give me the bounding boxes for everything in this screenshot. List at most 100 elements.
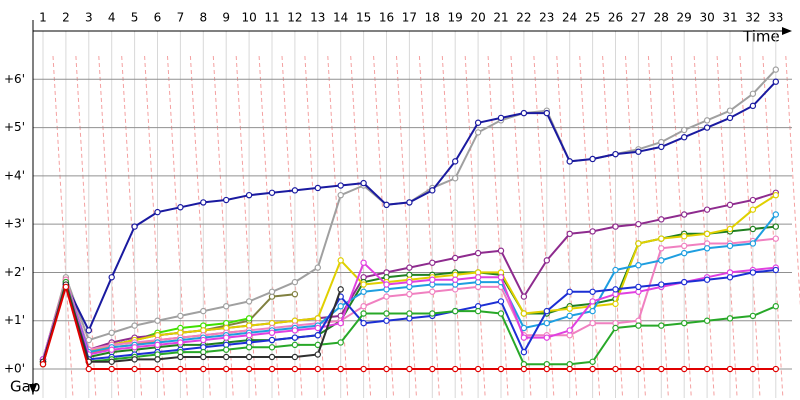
data-point [703,365,711,373]
data-point [429,259,436,266]
x-tick-label: 26 [608,11,623,25]
data-point [681,365,688,373]
x-tick-label: 23 [539,11,554,25]
y-axis-arrow [29,384,37,394]
lap-guide [441,55,463,399]
data-point [772,223,780,230]
data-point [108,346,115,353]
lap-guide [373,55,395,399]
x-tick-label: 17 [402,11,417,25]
data-point [703,276,711,283]
data-point [612,300,619,308]
data-point [658,235,665,242]
data-point [360,310,367,317]
data-point [474,249,482,257]
lap-guide [647,55,669,399]
data-point [635,262,642,269]
data-point [314,184,321,192]
data-point [658,365,665,373]
data-point [658,143,665,151]
data-point [703,124,711,131]
data-point [681,249,688,257]
data-point [726,225,734,233]
lap-guide [625,55,646,399]
data-point [543,334,551,341]
data-point [222,334,230,341]
data-point [474,119,482,126]
x-tick-label: 20 [470,11,485,25]
data-point [520,109,528,117]
lap-guide [716,55,738,399]
data-point [474,274,482,281]
data-point [749,206,757,213]
data-point [703,206,711,213]
data-point [337,319,344,327]
data-point [772,191,780,199]
lap-guide [487,55,509,399]
data-point [703,230,711,238]
lap-guide [189,55,211,399]
data-point [452,175,459,182]
data-point [681,319,688,327]
data-point [245,365,253,373]
lap-guide [510,55,532,399]
data-point [291,341,299,349]
data-point [703,245,711,252]
data-point [177,353,184,361]
data-point [520,324,528,332]
data-point [177,312,184,320]
data-point [268,365,276,373]
data-point [681,134,688,141]
lap-guide [556,55,578,399]
data-point [681,211,688,218]
data-point [429,187,436,194]
data-point [452,307,459,315]
lap-guide [579,55,601,399]
data-point [589,288,596,295]
data-point [39,360,47,368]
data-point [589,228,596,235]
data-point [589,358,596,365]
data-point [154,317,161,324]
data-point [772,365,780,373]
x-tick-label: 33 [768,11,783,25]
x-tick-label: 24 [562,11,577,25]
data-point [566,158,573,165]
data-point [406,365,413,373]
data-point [337,257,344,264]
data-point [703,317,711,324]
x-tick-label: 3 [85,11,93,25]
data-point [268,189,276,196]
data-point [291,278,299,286]
data-point [520,348,528,356]
lap-guide [281,55,303,399]
lap-guide [167,55,188,399]
data-point [566,365,573,373]
data-point [154,208,161,216]
lap-guide [533,55,555,399]
data-point [108,274,115,281]
x-tick-label: 15 [356,11,371,25]
data-point [520,334,528,341]
x-axis-arrow [782,27,792,35]
data-point [543,365,551,373]
data-point [222,303,230,310]
data-point [589,319,596,327]
data-point [406,290,413,298]
data-point [658,216,665,223]
data-point [360,303,367,310]
data-point [131,344,138,351]
x-tick-label: 31 [722,11,737,25]
data-point [337,303,344,310]
data-point [681,126,688,134]
data-point [222,353,230,361]
data-point [383,201,390,209]
lap-guide [464,55,486,399]
data-point [589,307,596,315]
data-point [658,281,665,288]
data-point [108,329,115,337]
data-point [566,312,573,320]
data-point [772,211,780,218]
data-point [245,332,253,339]
data-point [337,191,344,199]
